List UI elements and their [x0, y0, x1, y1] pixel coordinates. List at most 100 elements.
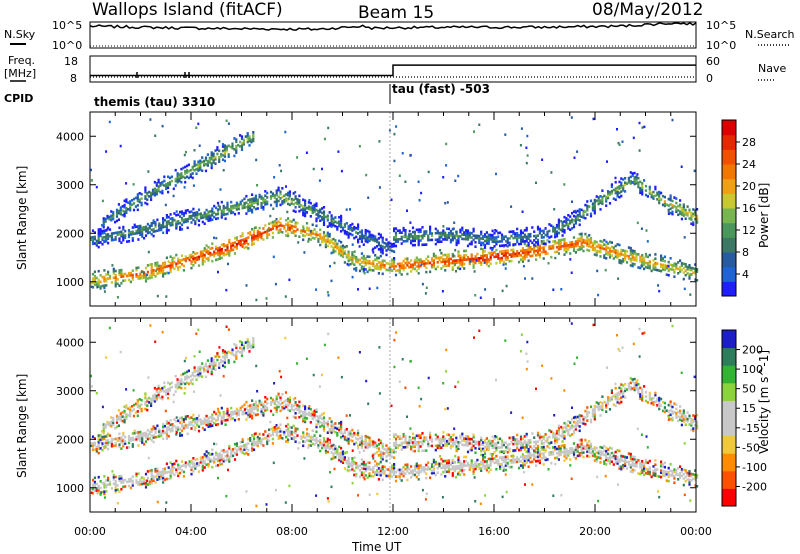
power-cell [533, 243, 536, 247]
power-cell [521, 260, 524, 263]
power-cell [675, 262, 678, 266]
velocity-cell [184, 465, 187, 469]
power-cell [643, 258, 646, 262]
power-cell [184, 218, 187, 221]
velocity-cell [262, 403, 265, 406]
velocity-cell [438, 462, 441, 466]
velocity-cell [97, 489, 100, 492]
velocity-cell [444, 470, 447, 474]
power-cell [183, 153, 186, 157]
power-cell [93, 270, 96, 274]
power-cell [440, 260, 443, 264]
power-cell [569, 228, 572, 231]
power-cell [260, 236, 263, 240]
power-cell [432, 261, 435, 264]
power-cell [599, 199, 602, 202]
velocity-cell [319, 434, 322, 438]
power-cell [612, 197, 615, 200]
velocity-cell [201, 458, 204, 461]
velocity-cell [391, 466, 394, 470]
power-cell [235, 245, 238, 248]
power-cell [214, 162, 217, 165]
power-cell [420, 263, 423, 266]
power-cell [593, 205, 596, 208]
power-cell [381, 240, 384, 244]
power-cell [472, 264, 475, 267]
velocity-cell [379, 460, 382, 464]
power-cell [661, 268, 665, 271]
velocity-cell [245, 447, 248, 450]
velocity-cell [332, 427, 335, 431]
velocity-cell [218, 463, 221, 466]
power-cell [343, 225, 346, 228]
power-cell [680, 264, 683, 267]
power-cell [152, 219, 155, 222]
velocity-cell [112, 478, 115, 481]
power-cell [534, 244, 537, 247]
power-cell [144, 234, 148, 237]
power-cell [162, 272, 165, 276]
power-cell [137, 275, 140, 278]
power-cell [279, 197, 282, 200]
power-cell [127, 229, 131, 232]
power-cell [165, 295, 168, 298]
power-cell [434, 256, 437, 260]
velocity-cell [154, 470, 157, 473]
power-cell [322, 233, 326, 236]
power-cell [103, 284, 106, 287]
velocity-cell [673, 468, 676, 471]
power-cell [95, 281, 98, 284]
velocity-cell [287, 397, 290, 401]
power-cell [256, 207, 259, 210]
power-cell [569, 245, 572, 249]
velocity-cell [461, 471, 464, 474]
power-cell [129, 233, 132, 236]
velocity-cell [413, 469, 416, 472]
power-cell [340, 216, 343, 220]
power-cell [638, 121, 641, 125]
velocity-cell [143, 479, 146, 483]
velocity-cell [285, 424, 288, 428]
power-cell [171, 265, 174, 269]
velocity-cell [504, 464, 507, 467]
power-cell [131, 232, 134, 236]
velocity-cell [158, 428, 161, 431]
power-cell [643, 125, 646, 129]
velocity-cell [554, 445, 557, 449]
velocity-cell [423, 466, 426, 469]
velocity-cell [247, 411, 250, 414]
power-cell [491, 233, 494, 237]
power-cell [347, 227, 350, 230]
power-cell [155, 192, 158, 196]
power-cell [154, 134, 157, 137]
power-cell [182, 264, 185, 268]
power-cell [387, 247, 390, 251]
power-cell [616, 195, 619, 198]
power-cell [451, 253, 454, 256]
power-cell [633, 176, 636, 179]
power-cell [137, 238, 140, 241]
power-cell [355, 231, 358, 234]
velocity-cell [427, 467, 430, 471]
velocity-cell [95, 450, 98, 453]
velocity-cell [192, 465, 195, 469]
power-cell [474, 241, 477, 244]
velocity-cell [406, 478, 409, 482]
power-cell [124, 229, 127, 233]
velocity-cell [268, 428, 271, 432]
power-cell [364, 261, 367, 265]
velocity-cell [302, 431, 305, 434]
power-cell [614, 180, 617, 184]
power-cell [527, 248, 530, 252]
velocity-cell [256, 442, 259, 445]
power-cell [667, 197, 670, 201]
power-cell [112, 217, 115, 221]
power-cell [332, 217, 335, 220]
power-cell [411, 267, 415, 271]
power-cell [287, 225, 290, 229]
power-cell [415, 260, 418, 264]
velocity-cell [652, 471, 655, 475]
power-cell [684, 213, 687, 216]
velocity-cell [93, 437, 96, 440]
velocity-cell [230, 417, 233, 421]
